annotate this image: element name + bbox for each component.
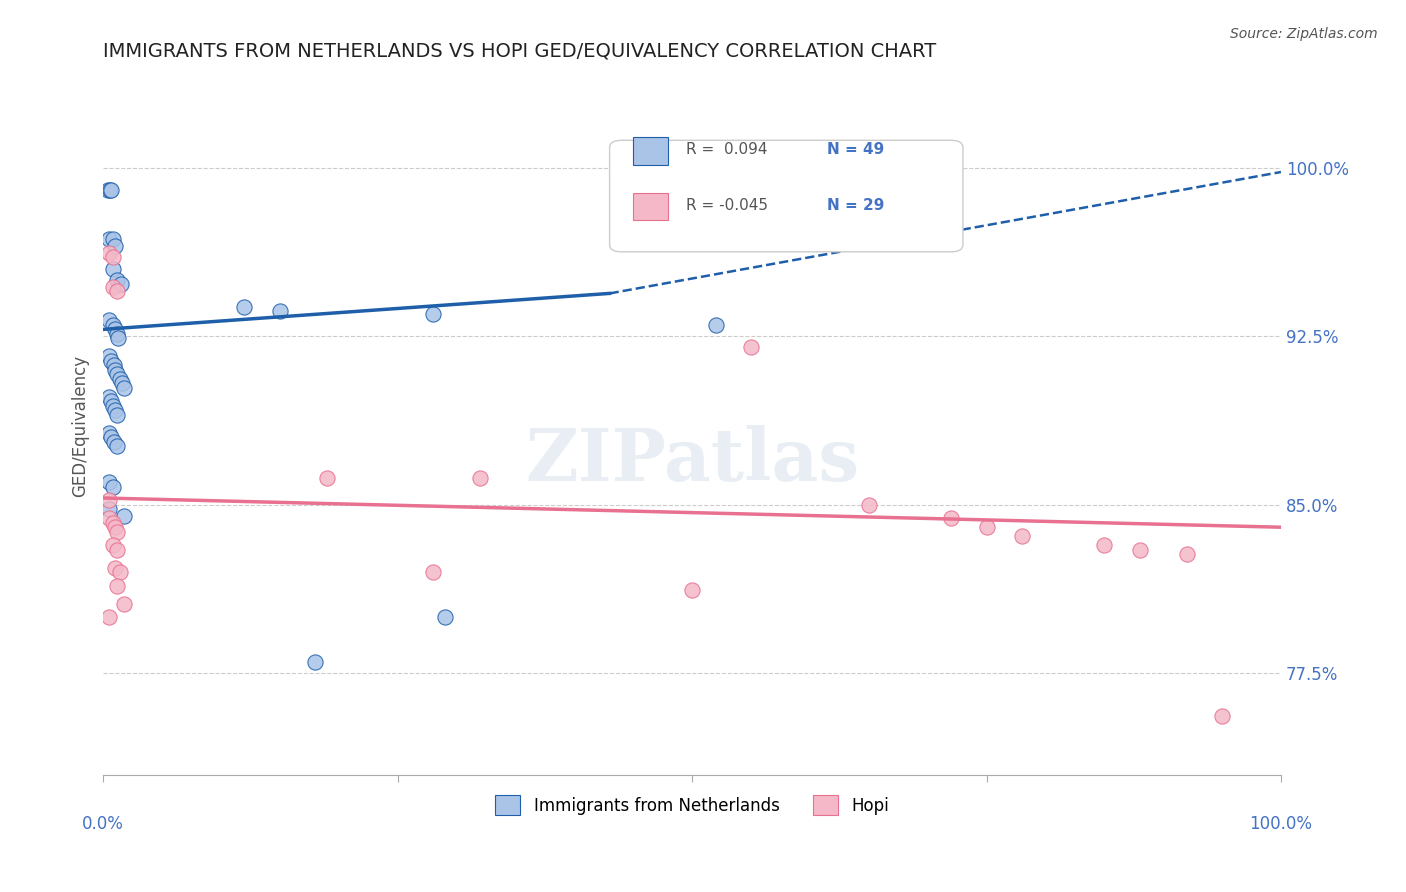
Point: [101, 318, 124, 332]
Point: [98, 183, 121, 197]
Point: [97, 183, 120, 197]
Point: [98, 350, 121, 364]
Point: [111, 376, 134, 391]
Point: [98, 313, 121, 327]
Point: [112, 597, 135, 611]
Point: [98, 475, 121, 490]
Bar: [633, 193, 668, 220]
Point: [100, 183, 122, 197]
Text: 0.0%: 0.0%: [82, 815, 124, 833]
Point: [105, 368, 128, 382]
Point: [100, 430, 122, 444]
Point: [101, 399, 124, 413]
Point: [681, 583, 703, 598]
Point: [101, 261, 124, 276]
Point: [941, 511, 963, 525]
Point: [104, 520, 127, 534]
Point: [104, 403, 127, 417]
Point: [101, 538, 124, 552]
Text: R =  0.094: R = 0.094: [686, 142, 768, 157]
Point: [98, 246, 121, 260]
Point: [104, 560, 127, 574]
Text: R = -0.045: R = -0.045: [686, 198, 768, 212]
Point: [105, 408, 128, 422]
Point: [98, 493, 121, 508]
Point: [108, 372, 131, 386]
Point: [105, 542, 128, 557]
Point: [233, 300, 256, 314]
Point: [105, 439, 128, 453]
Point: [112, 508, 135, 523]
Point: [107, 331, 129, 345]
Y-axis label: GED/Equivalency: GED/Equivalency: [72, 355, 89, 497]
Point: [98, 390, 121, 404]
Bar: [633, 136, 668, 165]
Point: [103, 434, 125, 449]
Point: [105, 284, 128, 298]
Point: [422, 565, 444, 579]
Point: [422, 307, 444, 321]
FancyBboxPatch shape: [610, 140, 963, 252]
Point: [104, 239, 127, 253]
Point: [304, 655, 326, 669]
Text: N = 29: N = 29: [828, 198, 884, 212]
Point: [1011, 529, 1033, 543]
Point: [103, 359, 125, 373]
Point: [98, 511, 121, 525]
Point: [1129, 542, 1152, 557]
Point: [101, 480, 124, 494]
Point: [112, 381, 135, 395]
Point: [976, 520, 998, 534]
Point: [100, 394, 122, 409]
Point: [101, 279, 124, 293]
Point: [98, 232, 121, 246]
Point: [110, 277, 132, 292]
Text: 100.0%: 100.0%: [1250, 815, 1312, 833]
Point: [316, 471, 339, 485]
Point: [105, 524, 128, 539]
Point: [101, 251, 124, 265]
Point: [101, 232, 124, 246]
Point: [269, 304, 291, 318]
Point: [100, 354, 122, 368]
Point: [108, 565, 131, 579]
Point: [105, 273, 128, 287]
Point: [740, 340, 762, 354]
Point: [1175, 547, 1198, 561]
Point: [858, 498, 880, 512]
Point: [104, 363, 127, 377]
Point: [433, 610, 456, 624]
Legend: Immigrants from Netherlands, Hopi: Immigrants from Netherlands, Hopi: [488, 789, 896, 822]
Text: Source: ZipAtlas.com: Source: ZipAtlas.com: [1230, 27, 1378, 41]
Point: [98, 502, 121, 516]
Point: [104, 322, 127, 336]
Point: [704, 318, 727, 332]
Point: [98, 610, 121, 624]
Point: [1092, 538, 1115, 552]
Point: [101, 516, 124, 530]
Point: [105, 579, 128, 593]
Point: [98, 425, 121, 440]
Text: IMMIGRANTS FROM NETHERLANDS VS HOPI GED/EQUIVALENCY CORRELATION CHART: IMMIGRANTS FROM NETHERLANDS VS HOPI GED/…: [103, 42, 936, 61]
Point: [468, 471, 491, 485]
Point: [105, 326, 128, 341]
Point: [1211, 709, 1233, 723]
Text: N = 49: N = 49: [828, 142, 884, 157]
Text: ZIPatlas: ZIPatlas: [524, 425, 859, 497]
